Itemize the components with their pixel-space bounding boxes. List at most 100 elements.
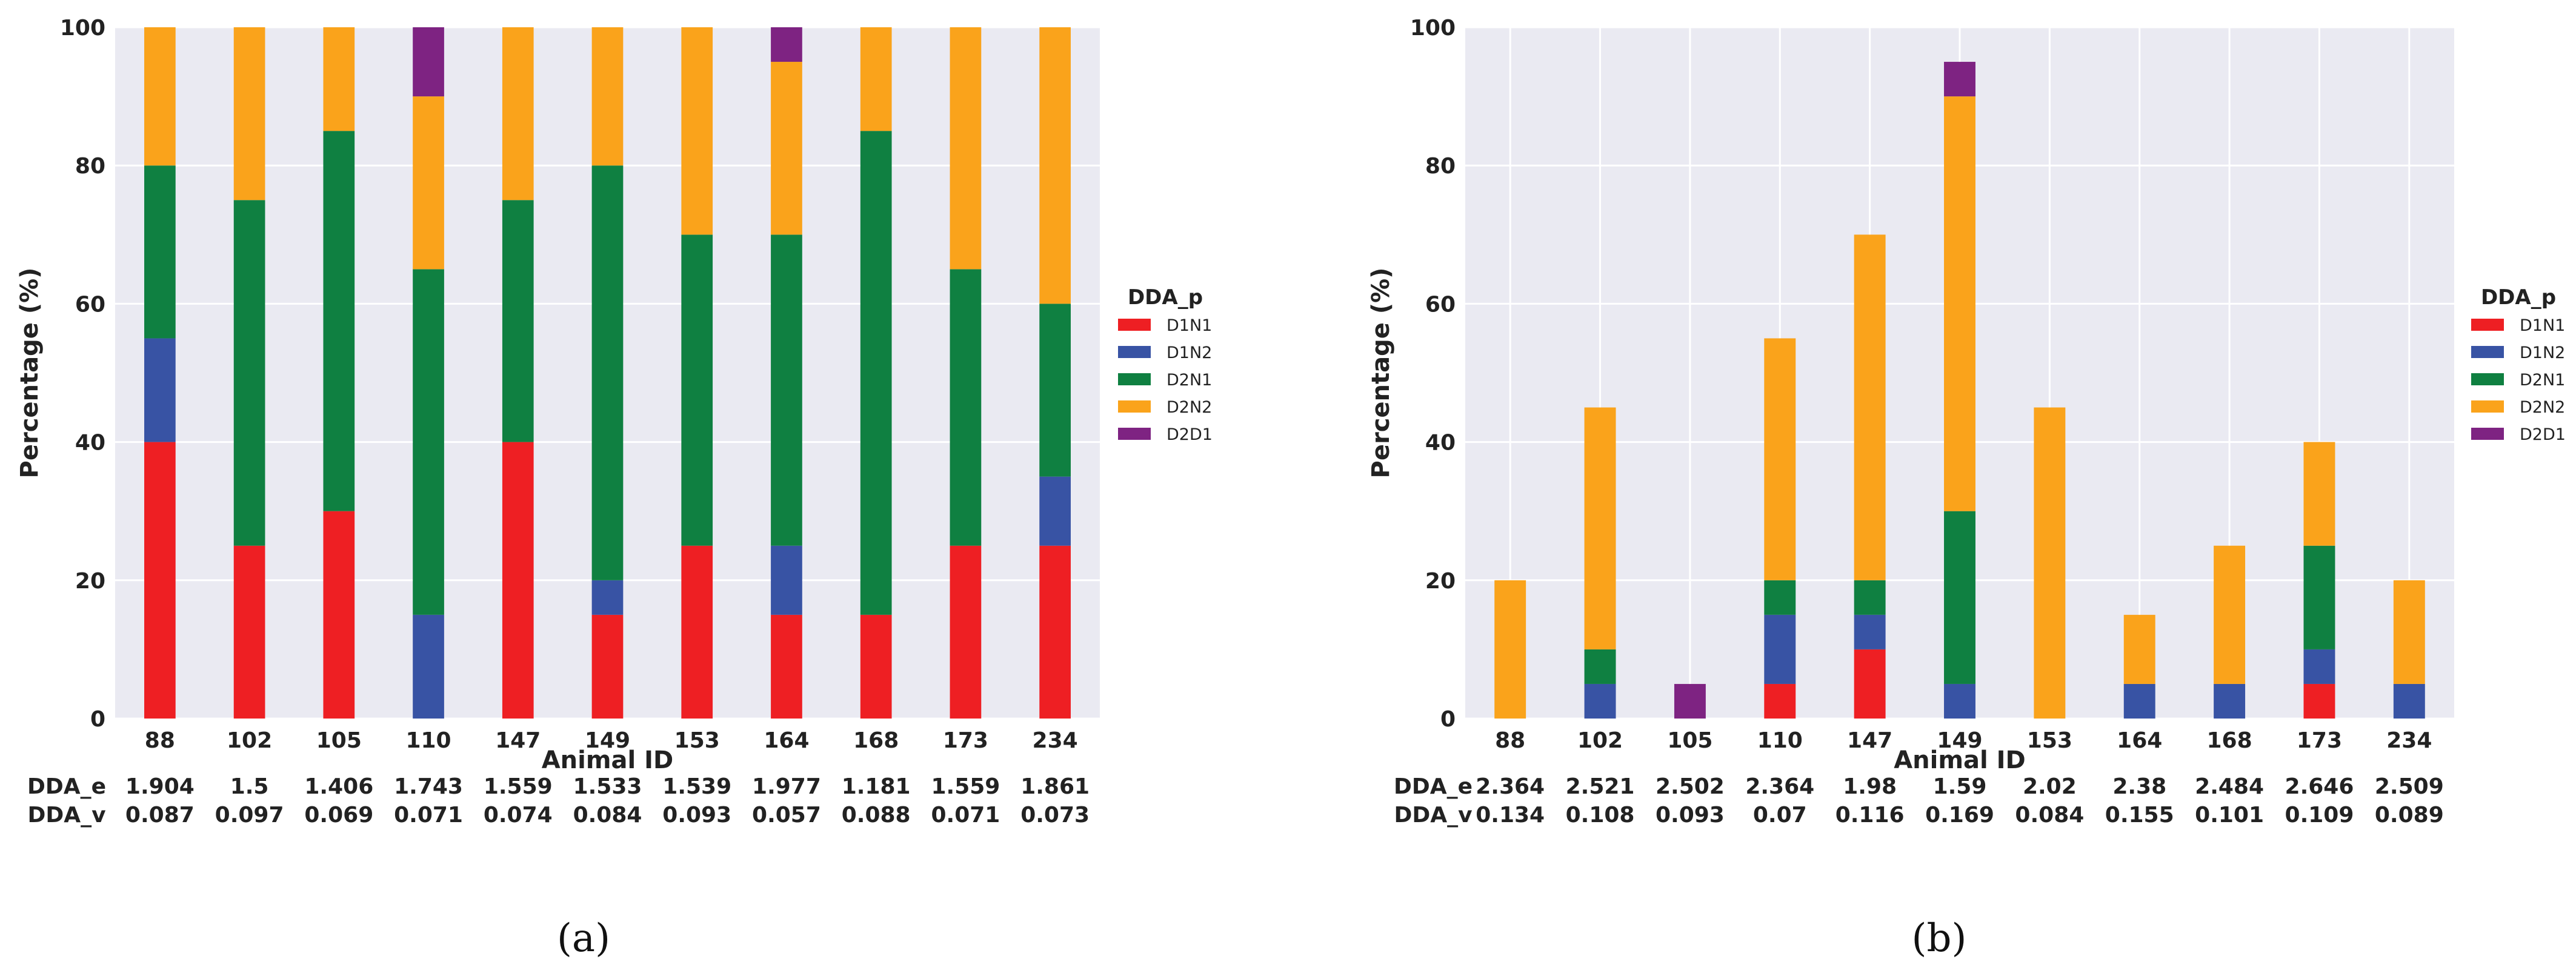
bar-102-d2n1[interactable]	[233, 200, 265, 546]
dda-v-value: 0.071	[931, 803, 1000, 828]
x-tick-label: 110	[1757, 728, 1803, 753]
bar-149-d1n1[interactable]	[591, 614, 624, 719]
bar-110-d2n1[interactable]	[1764, 580, 1796, 615]
bar-110-d1n1[interactable]	[1764, 683, 1796, 719]
bar-110-d1n2[interactable]	[413, 614, 444, 719]
bar-173-d2n2[interactable]	[950, 27, 982, 270]
bar-168-d1n1[interactable]	[860, 614, 892, 719]
x-tick-label: 173	[943, 728, 988, 753]
legend: DDA_p D1N1 D1N2 D2N1 D2N2 D2D1	[2471, 285, 2566, 444]
bar-168-d2n2[interactable]	[860, 27, 892, 131]
bar-105-d2n1[interactable]	[323, 131, 355, 511]
bar-110-d2d1[interactable]	[413, 27, 444, 97]
dda-v-value: 0.108	[1566, 803, 1635, 828]
bar-153-d2n2[interactable]	[2034, 407, 2066, 719]
bar-88-d1n1[interactable]	[144, 442, 176, 719]
bar-102-d2n2[interactable]	[1584, 407, 1616, 649]
dda-e-value: 1.181	[842, 774, 911, 799]
y-tick-label: 20	[1425, 569, 1456, 594]
bar-234-d1n1[interactable]	[1039, 545, 1071, 719]
x-axis-label: Animal ID	[1894, 746, 2026, 774]
legend-label-d2d1: D2D1	[2520, 425, 2566, 444]
bar-105-d2n2[interactable]	[323, 27, 355, 131]
bar-168-d1n2[interactable]	[2214, 683, 2246, 719]
bar-168-d2n2[interactable]	[2214, 545, 2246, 684]
bar-153-d2n1[interactable]	[681, 234, 713, 546]
bar-102-d2n1[interactable]	[1584, 649, 1616, 684]
bar-110-d2n2[interactable]	[1764, 338, 1796, 580]
bar-164-d1n2[interactable]	[2123, 683, 2155, 719]
bar-173-d1n1[interactable]	[2303, 683, 2335, 719]
dda-e-row-label: DDA_e	[27, 774, 106, 799]
bar-110-d1n2[interactable]	[1764, 614, 1796, 684]
bar-164-d1n1[interactable]	[771, 614, 802, 719]
dda-v-value: 0.109	[2285, 803, 2354, 828]
bar-149-d1n2[interactable]	[1944, 683, 1975, 719]
bar-102-d2n2[interactable]	[233, 27, 265, 201]
bar-164-d2n2[interactable]	[771, 62, 802, 235]
bar-149-d2d1[interactable]	[1944, 62, 1975, 97]
bar-110-d2n1[interactable]	[413, 269, 444, 615]
bar-149-d2n2[interactable]	[1944, 96, 1975, 511]
bar-153-d1n1[interactable]	[681, 545, 713, 719]
bar-234-d2n2[interactable]	[2393, 580, 2425, 684]
x-tick-label: 88	[1495, 728, 1525, 753]
dda-e-value: 1.59	[1933, 774, 1987, 799]
bar-234-d1n2[interactable]	[1039, 476, 1071, 546]
bar-234-d2n2[interactable]	[1039, 27, 1071, 304]
bar-102-d1n1[interactable]	[233, 545, 265, 719]
bar-88-d2n2[interactable]	[144, 27, 176, 166]
x-tick-label: 149	[1937, 728, 1982, 753]
bar-234-d1n2[interactable]	[2393, 683, 2425, 719]
bar-88-d2n2[interactable]	[1494, 580, 1526, 719]
dda-v-value: 0.155	[2105, 803, 2174, 828]
x-tick-label: 168	[2207, 728, 2252, 753]
y-tick-label: 60	[1425, 292, 1456, 317]
bar-173-d2n1[interactable]	[2303, 545, 2335, 649]
bar-164-d1n2[interactable]	[771, 545, 802, 615]
bar-88-d2n1[interactable]	[144, 165, 176, 339]
bar-147-d2n2[interactable]	[502, 27, 534, 201]
dda-e-value: 1.559	[484, 774, 553, 799]
bar-110-d2n2[interactable]	[413, 96, 444, 270]
bar-164-d2n2[interactable]	[2123, 614, 2155, 684]
bar-149-d1n2[interactable]	[591, 580, 624, 615]
y-tick-label: 100	[1410, 16, 1456, 41]
bar-147-d2n2[interactable]	[1854, 234, 1886, 580]
bar-168-d2n1[interactable]	[860, 131, 892, 615]
bar-149-d2n1[interactable]	[1944, 511, 1975, 684]
legend-swatch-d2n1	[2471, 373, 2504, 385]
bar-105-d2d1[interactable]	[1674, 683, 1706, 719]
bar-173-d2n2[interactable]	[2303, 442, 2335, 546]
bar-164-d2d1[interactable]	[771, 27, 802, 62]
bar-234-d2n1[interactable]	[1039, 304, 1071, 477]
dda-v-value: 0.089	[2375, 803, 2444, 828]
bar-153-d2n2[interactable]	[681, 27, 713, 235]
bar-164-d2n1[interactable]	[771, 234, 802, 546]
bar-102-d1n2[interactable]	[1584, 683, 1616, 719]
bar-147-d2n1[interactable]	[1854, 580, 1886, 615]
dda-e-value: 1.5	[230, 774, 269, 799]
x-tick-label: 147	[1847, 728, 1892, 753]
bar-147-d1n1[interactable]	[502, 442, 534, 719]
dda-e-value: 1.98	[1843, 774, 1897, 799]
bar-173-d2n1[interactable]	[950, 269, 982, 546]
bar-88-d1n2[interactable]	[144, 338, 176, 442]
bar-147-d2n1[interactable]	[502, 200, 534, 442]
bar-149-d2n1[interactable]	[591, 165, 624, 580]
dda-e-value: 2.364	[1745, 774, 1814, 799]
legend-swatch-d2d1	[2471, 428, 2504, 440]
bar-147-d1n2[interactable]	[1854, 614, 1886, 649]
bar-147-d1n1[interactable]	[1854, 649, 1886, 719]
dda-e-value: 1.539	[662, 774, 731, 799]
dda-v-value: 0.093	[1656, 803, 1725, 828]
y-tick-label: 0	[90, 707, 105, 732]
bar-149-d2n2[interactable]	[591, 27, 624, 166]
dda-e-value: 1.977	[752, 774, 821, 799]
bar-105-d1n1[interactable]	[323, 511, 355, 719]
x-tick-label: 168	[853, 728, 899, 753]
legend-label-d1n2: D1N2	[1167, 344, 1212, 362]
bar-173-d1n2[interactable]	[2303, 649, 2335, 684]
bar-173-d1n1[interactable]	[950, 545, 982, 719]
